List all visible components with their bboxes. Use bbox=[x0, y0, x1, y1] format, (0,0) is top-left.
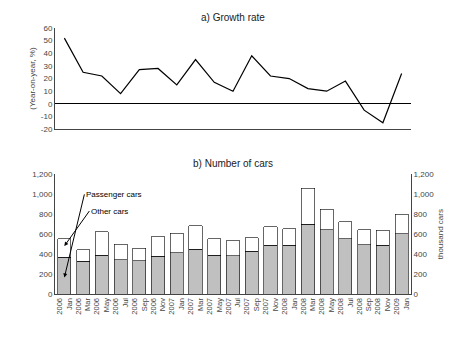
svg-text:600: 600 bbox=[39, 230, 53, 239]
svg-text:thousand cars: thousand cars bbox=[436, 209, 445, 259]
svg-text:2008Sep: 2008Sep bbox=[355, 298, 374, 315]
svg-text:60: 60 bbox=[43, 24, 52, 33]
svg-text:0: 0 bbox=[48, 100, 53, 109]
svg-text:20: 20 bbox=[43, 74, 52, 83]
svg-text:a) Growth rate: a) Growth rate bbox=[201, 12, 265, 23]
svg-text:1,200: 1,200 bbox=[414, 170, 435, 179]
svg-text:2006Mar: 2006Mar bbox=[74, 298, 93, 315]
svg-text:2008Mar: 2008Mar bbox=[299, 298, 318, 315]
svg-text:200: 200 bbox=[414, 270, 428, 279]
svg-text:800: 800 bbox=[39, 210, 53, 219]
svg-text:400: 400 bbox=[414, 250, 428, 259]
svg-text:-20: -20 bbox=[41, 125, 53, 134]
svg-text:2008Jul: 2008Jul bbox=[336, 298, 355, 315]
svg-text:1,000: 1,000 bbox=[414, 190, 435, 199]
svg-text:2007May: 2007May bbox=[205, 298, 224, 315]
svg-text:2008Jan: 2008Jan bbox=[280, 298, 299, 315]
svg-text:600: 600 bbox=[414, 230, 428, 239]
svg-text:2006Nov: 2006Nov bbox=[149, 298, 168, 315]
svg-text:40: 40 bbox=[43, 49, 52, 58]
svg-text:0: 0 bbox=[48, 290, 53, 299]
svg-text:1,000: 1,000 bbox=[32, 190, 53, 199]
svg-text:800: 800 bbox=[414, 210, 428, 219]
svg-text:Passenger cars: Passenger cars bbox=[86, 190, 142, 199]
svg-text:2006Jan: 2006Jan bbox=[55, 298, 74, 315]
svg-text:1,200: 1,200 bbox=[32, 170, 53, 179]
svg-text:2007Nov: 2007Nov bbox=[261, 298, 280, 315]
svg-text:10: 10 bbox=[43, 87, 52, 96]
svg-text:2007Mar: 2007Mar bbox=[186, 298, 205, 315]
svg-text:2006Sep: 2006Sep bbox=[130, 298, 149, 315]
svg-text:2007Jan: 2007Jan bbox=[167, 298, 186, 315]
svg-text:(Year-on-year, %): (Year-on-year, %) bbox=[28, 47, 37, 110]
svg-text:2009Jan: 2009Jan bbox=[392, 298, 411, 315]
svg-text:0: 0 bbox=[414, 290, 419, 299]
svg-text:50: 50 bbox=[43, 36, 52, 45]
svg-text:2006Jul: 2006Jul bbox=[111, 298, 130, 315]
svg-text:2008Nov: 2008Nov bbox=[373, 298, 392, 315]
svg-text:b) Number of cars: b) Number of cars bbox=[193, 158, 273, 169]
svg-text:2007Jul: 2007Jul bbox=[224, 298, 243, 315]
svg-text:2007Sep: 2007Sep bbox=[242, 298, 261, 315]
svg-text:400: 400 bbox=[39, 250, 53, 259]
svg-text:Other cars: Other cars bbox=[91, 207, 128, 216]
svg-text:200: 200 bbox=[39, 270, 53, 279]
svg-text:30: 30 bbox=[43, 62, 52, 71]
svg-text:2006May: 2006May bbox=[92, 298, 111, 315]
svg-text:2008May: 2008May bbox=[317, 298, 336, 315]
svg-text:-10: -10 bbox=[41, 112, 53, 121]
